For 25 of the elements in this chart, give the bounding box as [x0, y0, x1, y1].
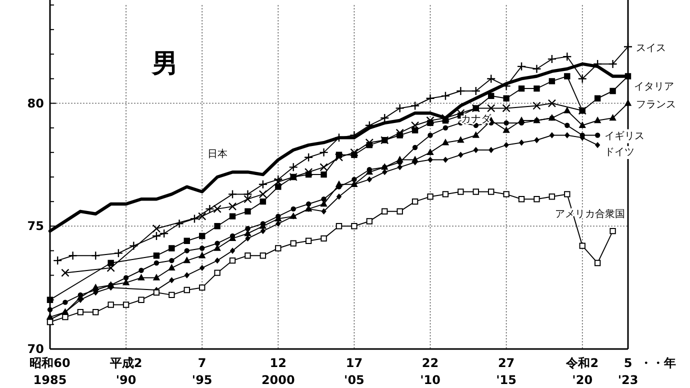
- text: 17: [346, 356, 363, 370]
- x-tick-label: '10: [420, 373, 440, 387]
- text: 平成2: [108, 356, 142, 370]
- y-tick-label: 75: [27, 219, 44, 234]
- x-tick-label: '15: [496, 373, 517, 387]
- text: 令和2: [565, 356, 599, 370]
- x-tick-label: 1985: [33, 373, 67, 387]
- series-label: イタリア: [634, 81, 674, 92]
- x-axis-title: ・・年: [640, 356, 676, 370]
- y-tick-label: 70: [27, 342, 44, 356]
- series-label: フランス: [636, 99, 676, 110]
- text: 昭和60: [30, 356, 70, 370]
- text: 27: [498, 356, 515, 370]
- y-tick-label: 80: [27, 96, 44, 110]
- x-tick-label: '90: [116, 373, 136, 387]
- text: 12: [270, 356, 287, 370]
- text: 5: [624, 356, 632, 370]
- x-tick-label: 2000: [261, 373, 295, 387]
- x-tick-label: '95: [192, 373, 212, 387]
- series-label: スイス: [636, 42, 666, 54]
- text: 7: [198, 356, 206, 370]
- x-tick-label: '23: [618, 373, 638, 387]
- text: 22: [422, 356, 439, 370]
- x-tick-label: '20: [572, 373, 593, 387]
- x-tick-label: '05: [344, 373, 364, 387]
